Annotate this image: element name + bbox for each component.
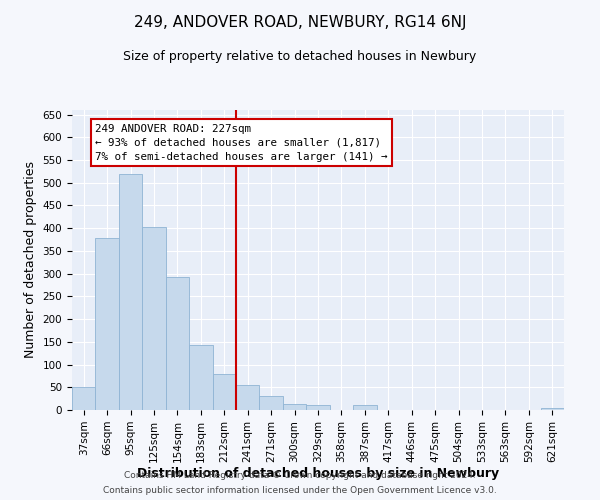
- Bar: [95, 238, 119, 410]
- Bar: [236, 386, 259, 410]
- Bar: [189, 344, 212, 410]
- Bar: [283, 404, 306, 410]
- Bar: [353, 406, 377, 410]
- Y-axis label: Number of detached properties: Number of detached properties: [24, 162, 37, 358]
- Bar: [72, 387, 95, 410]
- Text: 249, ANDOVER ROAD, NEWBURY, RG14 6NJ: 249, ANDOVER ROAD, NEWBURY, RG14 6NJ: [134, 15, 466, 30]
- Text: 249 ANDOVER ROAD: 227sqm
← 93% of detached houses are smaller (1,817)
7% of semi: 249 ANDOVER ROAD: 227sqm ← 93% of detach…: [95, 124, 388, 162]
- Bar: [541, 408, 564, 410]
- Bar: [119, 174, 142, 410]
- Bar: [142, 227, 166, 410]
- Text: Size of property relative to detached houses in Newbury: Size of property relative to detached ho…: [124, 50, 476, 63]
- Bar: [259, 396, 283, 410]
- Bar: [212, 374, 236, 410]
- Text: Contains HM Land Registry data © Crown copyright and database right 2024.: Contains HM Land Registry data © Crown c…: [124, 471, 476, 480]
- X-axis label: Distribution of detached houses by size in Newbury: Distribution of detached houses by size …: [137, 468, 499, 480]
- Bar: [306, 405, 330, 410]
- Text: Contains public sector information licensed under the Open Government Licence v3: Contains public sector information licen…: [103, 486, 497, 495]
- Bar: [166, 277, 189, 410]
